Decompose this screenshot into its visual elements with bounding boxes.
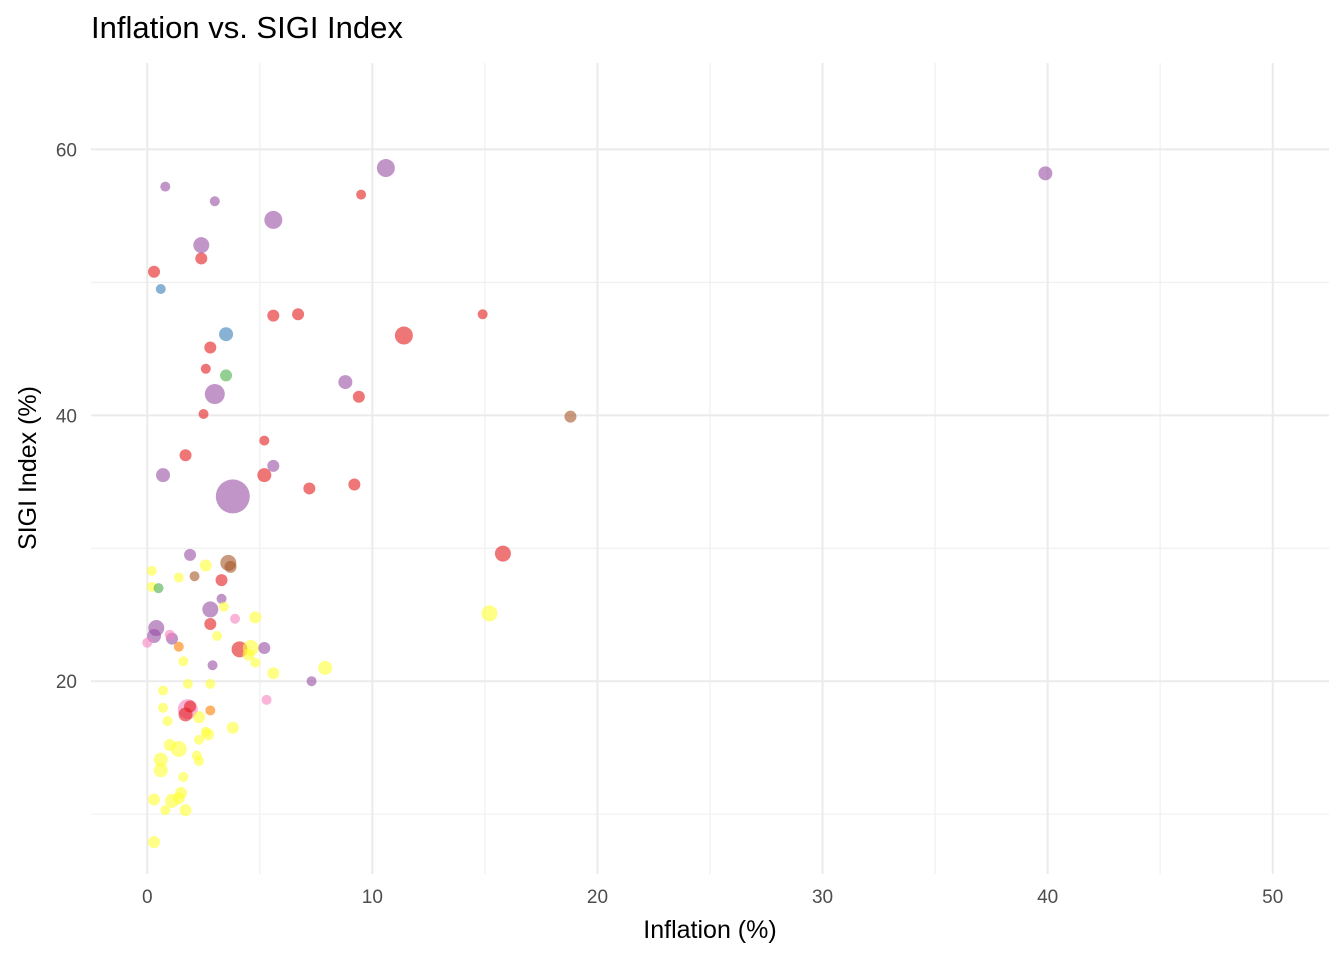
data-point [318, 660, 333, 675]
y-tick-labels: 20 40 60 [56, 140, 77, 693]
data-point [242, 648, 255, 661]
data-point [193, 237, 210, 254]
data-point [146, 565, 157, 576]
data-point [204, 384, 225, 405]
data-point [226, 721, 239, 734]
data-point [200, 726, 211, 737]
data-point [194, 755, 205, 766]
data-point [158, 685, 169, 696]
chart-title: Inflation vs. SIGI Index [91, 10, 403, 45]
data-point [481, 605, 498, 622]
data-point [163, 739, 176, 752]
data-point [267, 309, 280, 322]
data-point [264, 210, 283, 229]
data-point [215, 574, 228, 587]
data-point [200, 363, 211, 374]
data-point [209, 196, 220, 207]
data-points [142, 159, 1053, 849]
data-point [172, 792, 185, 805]
x-tick-label: 0 [142, 887, 153, 908]
data-point [173, 641, 184, 652]
data-point [179, 449, 192, 462]
data-point [230, 613, 241, 624]
data-point [394, 326, 413, 345]
data-point [184, 548, 197, 561]
data-point [193, 711, 206, 724]
data-point [182, 678, 193, 689]
data-point [204, 618, 217, 631]
data-point [212, 631, 223, 642]
data-point [477, 309, 488, 320]
data-point [306, 676, 317, 687]
data-point [261, 694, 272, 705]
data-point [205, 678, 216, 689]
data-point [189, 571, 200, 582]
data-point [215, 479, 250, 514]
data-point [249, 611, 262, 624]
x-tick-label: 20 [587, 887, 608, 908]
data-point [153, 752, 168, 767]
data-point [564, 410, 577, 423]
data-point [303, 482, 316, 495]
data-point [216, 593, 227, 604]
data-point [160, 805, 171, 816]
data-point [162, 716, 173, 727]
grid-lines [91, 63, 1329, 874]
data-point [153, 583, 164, 594]
y-tick-label: 20 [56, 672, 77, 693]
data-point [178, 656, 189, 667]
data-point [257, 468, 272, 483]
data-point [338, 375, 353, 390]
data-point [198, 408, 209, 419]
x-tick-label: 30 [812, 887, 833, 908]
y-tick-label: 40 [56, 406, 77, 427]
data-point [158, 702, 169, 713]
data-point [164, 629, 175, 640]
data-point [194, 734, 205, 745]
data-point [258, 641, 271, 654]
data-point [220, 369, 233, 382]
data-point [173, 572, 184, 583]
data-point [153, 763, 168, 778]
x-tick-label: 50 [1262, 887, 1283, 908]
data-point [155, 284, 166, 295]
data-point [205, 705, 216, 716]
data-point [376, 159, 395, 178]
data-point [224, 560, 237, 573]
data-point [178, 771, 189, 782]
data-point [148, 793, 161, 806]
x-tick-label: 40 [1037, 887, 1058, 908]
data-point [292, 308, 305, 321]
data-point [199, 559, 212, 572]
data-point [148, 836, 161, 849]
data-point [494, 545, 511, 562]
data-point [160, 181, 171, 192]
data-point [202, 601, 219, 618]
data-point [156, 468, 171, 483]
y-tick-label: 60 [56, 140, 77, 161]
data-point [204, 341, 217, 354]
data-point [267, 667, 280, 680]
data-point [1038, 166, 1053, 181]
data-point [219, 327, 234, 342]
x-tick-labels: 0 10 20 30 40 50 [142, 887, 1283, 908]
y-axis-title: SIGI Index (%) [14, 386, 42, 550]
data-point [142, 637, 153, 648]
data-point [250, 657, 261, 668]
data-point [356, 189, 367, 200]
data-point [195, 252, 208, 265]
data-point [179, 804, 192, 817]
data-point [207, 660, 218, 671]
data-point [184, 700, 197, 713]
data-point [352, 390, 365, 403]
data-point [218, 601, 229, 612]
x-axis-title: Inflation (%) [643, 916, 776, 944]
data-point [148, 265, 161, 278]
x-tick-label: 10 [362, 887, 383, 908]
data-point [348, 478, 361, 491]
data-point [259, 435, 270, 446]
data-point [267, 459, 280, 472]
